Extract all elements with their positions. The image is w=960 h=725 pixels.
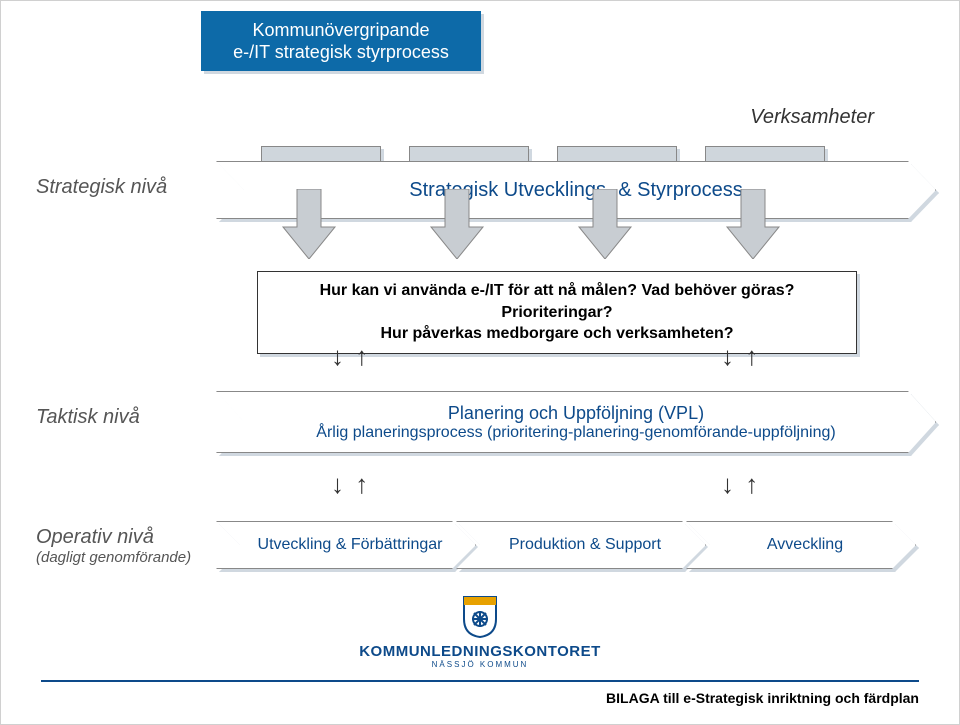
footer-logo-main: KOMMUNLEDNINGSKONTORET	[359, 643, 601, 660]
operative-chevron: Avveckling	[686, 521, 916, 569]
tactical-chevron: Planering och Uppföljning (VPL) Årlig pl…	[216, 391, 936, 453]
down-arrow-icon	[723, 189, 783, 259]
level-operative-line2: (dagligt genomförande)	[36, 549, 191, 566]
footer-caption: BILAGA till e-Strategisk inriktning och …	[606, 690, 919, 706]
level-label-operative: Operativ nivå (dagligt genomförande)	[36, 526, 191, 566]
down-arrow-icon	[279, 189, 339, 259]
footer-logo-sub: NÄSSJÖ KOMMUN	[432, 660, 529, 669]
bidir-arrow-icon: ↓ ↑	[721, 341, 760, 372]
tactical-chevron-line1: Planering och Uppföljning (VPL)	[448, 403, 704, 424]
title-line2: e-/IT strategisk styrprocess	[233, 41, 449, 64]
down-arrow-icon	[427, 189, 487, 259]
operative-chevron: Utveckling & Förbättringar	[216, 521, 476, 569]
footer-divider	[41, 680, 919, 682]
operative-chevrons-row: Utveckling & FörbättringarProduktion & S…	[216, 521, 916, 569]
title-line1: Kommunövergripande	[252, 19, 429, 42]
down-arrow-icon	[575, 189, 635, 259]
bidir-arrow-icon: ↓ ↑	[721, 469, 760, 500]
level-label-strategic: Strategisk nivå	[36, 176, 167, 199]
operative-chevron: Produktion & Support	[456, 521, 706, 569]
title-box: Kommunövergripande e-/IT strategisk styr…	[201, 11, 481, 71]
tactical-chevron-line2: Årlig planeringsprocess (prioritering-pl…	[316, 424, 835, 442]
crest-icon	[460, 593, 500, 639]
level-label-tactical: Taktisk nivå	[36, 406, 140, 429]
questions-line1: Hur kan vi använda e-/IT för att nå måle…	[276, 280, 838, 323]
level-operative-line1: Operativ nivå	[36, 526, 154, 548]
bidir-arrow-icon: ↓ ↑	[331, 469, 370, 500]
footer-logo: KOMMUNLEDNINGSKONTORET NÄSSJÖ KOMMUN	[1, 593, 959, 669]
bidir-arrow-icon: ↓ ↑	[331, 341, 370, 372]
verksamheter-label: Verksamheter	[750, 106, 874, 129]
